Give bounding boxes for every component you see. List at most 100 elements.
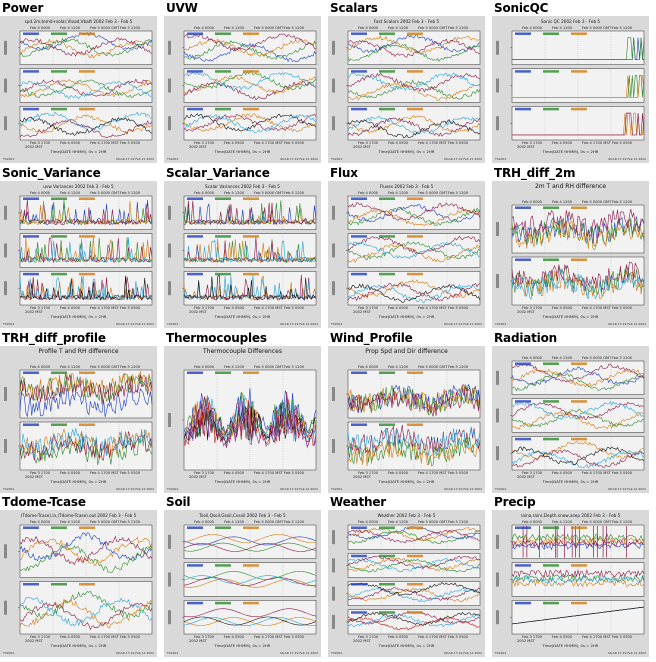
plot-title[interactable]: UVW xyxy=(166,1,198,15)
series-trace xyxy=(512,112,645,136)
plot-title[interactable]: Thermocouples xyxy=(166,331,267,345)
plot-title[interactable]: Power xyxy=(2,1,44,15)
top-tick-label: Feb 5 0000 GMT xyxy=(582,26,612,30)
series-trace xyxy=(347,617,480,631)
plot-title[interactable]: Scalars xyxy=(330,1,378,15)
series-trace xyxy=(183,200,317,226)
series-trace xyxy=(511,363,645,383)
x-axis-label: Time(DATE HHMM), 0s = 2HR xyxy=(378,479,435,484)
top-tick-label: Feb 5 0000 GMT xyxy=(418,365,448,369)
plot-image: Weather 2002 Feb 3 - Feb 5 Feb 4 0000 Feb … xyxy=(330,513,482,655)
plot-title[interactable]: TRH_diff_2m xyxy=(494,166,576,180)
series-trace xyxy=(183,398,317,447)
plot-thumbnail-flux[interactable]: Fluxes 2002 Feb 3 - Feb 5 Feb 4 0000 Feb 4… xyxy=(328,181,485,328)
x-axis-label: Time(DATE HHMM), 0s = 2HR xyxy=(542,149,599,154)
series-trace xyxy=(183,38,317,57)
bottom-tick-label: Feb 5 0500 xyxy=(612,471,633,475)
series-trace xyxy=(347,43,481,62)
plot-title[interactable]: Precip xyxy=(494,495,536,509)
top-tick-label: Feb 4 0000 xyxy=(358,191,379,195)
plot-thumbnail-thermocouples[interactable]: Thermocouple Differences Feb 4 0000 Feb 4 … xyxy=(164,346,321,493)
plot-title[interactable]: SonicQC xyxy=(494,1,549,15)
bottom-tick-label: Feb 3 1700 xyxy=(522,471,543,475)
top-tick-label: Feb 4 1200 xyxy=(388,365,409,369)
top-tick-label: Feb 5 1200 xyxy=(284,520,305,524)
plot-thumbnail-wind-profile[interactable]: Prop Spd and Dir difference Feb 4 0000 Feb… xyxy=(328,346,485,493)
series-trace xyxy=(347,386,481,417)
plot-thumbnail-trh-diff-2m[interactable]: 2m T and RH difference Feb 4 0000 Feb 4 12… xyxy=(492,181,649,328)
footer-left: TS2001 xyxy=(2,651,14,655)
plot-thumbnail-uvw[interactable]: Feb 4 0000 Feb 4 1200 Feb 5 0000 GMT Feb 5 … xyxy=(164,16,321,163)
top-tick-label: Feb 4 0000 xyxy=(522,26,543,30)
plot-cell-power: Power spd.2m,temd+solar,Vload,Vbatt 2002 … xyxy=(0,0,160,163)
top-tick-label: Feb 4 1200 xyxy=(224,26,245,30)
bottom-tick-label: Feb 4 0500 xyxy=(552,141,573,145)
plot-image: uvw Variances 2002 Feb 3 - Feb 5 Feb 4 00… xyxy=(2,184,154,326)
plot-thumbnail-trh-diff-profile[interactable]: Profile T and RH difference Feb 4 0000 Feb… xyxy=(0,346,157,493)
plot-title[interactable]: Scalar_Variance xyxy=(166,166,270,180)
top-tick-label: Feb 5 1200 xyxy=(448,365,469,369)
bottom-tick-label: Feb 4 1700 MST xyxy=(418,141,448,145)
top-tick-label: Feb 5 0000 GMT xyxy=(90,520,120,524)
series-trace xyxy=(347,243,481,263)
x-axis-label: Time(DATE HHMM), 0s = 2HR xyxy=(378,149,435,154)
bottom-tick-label: Feb 4 0500 xyxy=(60,141,81,145)
plot-thumbnail-power[interactable]: spd.2m,temd+solar,Vload,Vbatt 2002 Feb 3… xyxy=(0,16,157,163)
year-label: 2002 MST xyxy=(353,310,372,314)
plot-thumbnail-soil[interactable]: Tsoil,Qsoil,Gsoil,Cvsoil 2002 Feb 3 - Fe… xyxy=(164,510,321,657)
top-tick-label: Feb 4 0000 xyxy=(522,356,543,360)
plot-thumbnail-sonic-variance[interactable]: uvw Variances 2002 Feb 3 - Feb 5 Feb 4 00… xyxy=(0,181,157,328)
footer-left: TS2001 xyxy=(166,157,178,161)
top-tick-label: Feb 4 0000 xyxy=(194,520,215,524)
plot-thumbnail-tdome-tcase[interactable]: (Tdome-Tcase).in,(Tdome-Tcase).out 2002 … xyxy=(0,510,157,657)
bottom-tick-label: Feb 5 0500 xyxy=(120,141,141,145)
plot-title[interactable]: Soil xyxy=(166,495,191,509)
series-trace xyxy=(19,428,153,458)
footer-right: NCAR 17:19 Feb 12 2002 xyxy=(116,157,154,161)
plot-title[interactable]: TRH_diff_profile xyxy=(2,331,106,345)
plot-thumbnail-precip[interactable]: raina,rainr,Depth.snow,asep 2002 Feb 3 -… xyxy=(492,510,649,657)
plot-cell-trh-diff-2m: TRH_diff_2m 2m T and RH difference Feb 4 0… xyxy=(492,165,652,328)
top-tick-label: Feb 5 0000 GMT xyxy=(418,191,448,195)
plot-cell-scalar-variance: Scalar_Variance Scalar Variances 2002 Feb… xyxy=(164,165,324,328)
plot-title[interactable]: Wind_Profile xyxy=(330,331,413,345)
series-trace xyxy=(347,241,481,260)
series-trace xyxy=(347,613,481,628)
plot-thumbnail-scalars[interactable]: Fast Scalars 2002 Feb 3 - Feb 5 Feb 4 000… xyxy=(328,16,485,163)
plot-title[interactable]: Tdome-Tcase xyxy=(2,495,86,509)
top-tick-label: Feb 5 0000 GMT xyxy=(418,520,448,524)
series-trace xyxy=(347,582,481,596)
plot-thumbnail-weather[interactable]: Weather 2002 Feb 3 - Feb 5 Feb 4 0000 Feb … xyxy=(328,510,485,657)
series-trace xyxy=(511,569,645,578)
footer-right: NCAR 17:19 Feb 12 2002 xyxy=(608,487,646,491)
plot-title[interactable]: Weather xyxy=(330,495,386,509)
bottom-tick-label: Feb 5 0500 xyxy=(284,635,305,639)
bottom-tick-label: Feb 4 1700 MST xyxy=(90,471,120,475)
plot-thumbnail-radiation[interactable]: Feb 4 0000 Feb 4 1200 Feb 5 0000 GMT Feb 5 … xyxy=(492,346,649,493)
top-tick-label: Feb 5 1200 xyxy=(448,191,469,195)
year-label: 2002 MST xyxy=(189,639,208,643)
bottom-tick-label: Feb 5 0500 xyxy=(120,306,141,310)
series-trace xyxy=(347,235,481,255)
series-trace xyxy=(183,40,317,60)
plot-title[interactable]: Flux xyxy=(330,166,358,180)
top-tick-label: Feb 4 0000 xyxy=(358,365,379,369)
plot-thumbnail-sonicqc[interactable]: Sonic QC 2002 Feb 3 - Feb 5 Feb 4 0000 Feb… xyxy=(492,16,649,163)
plot-title[interactable]: Sonic_Variance xyxy=(2,166,101,180)
top-tick-label: Feb 5 1200 xyxy=(284,191,305,195)
top-tick-label: Feb 5 1200 xyxy=(120,520,141,524)
top-tick-label: Feb 4 0000 xyxy=(194,365,215,369)
plot-thumbnail-scalar-variance[interactable]: Scalar Variances 2002 Feb 3 - Feb 5 Feb 4… xyxy=(164,181,321,328)
footer-left: TS2001 xyxy=(330,157,342,161)
series-trace xyxy=(347,282,481,302)
series-trace xyxy=(183,113,317,132)
series-trace xyxy=(347,385,481,416)
series-trace xyxy=(347,38,481,58)
bottom-tick-label: Feb 3 1700 xyxy=(522,141,543,145)
year-label: 2002 MST xyxy=(353,475,372,479)
series-trace xyxy=(511,368,645,388)
series-trace xyxy=(19,79,153,98)
bottom-tick-label: Feb 5 0500 xyxy=(120,471,141,475)
plot-title[interactable]: Radiation xyxy=(494,331,557,345)
